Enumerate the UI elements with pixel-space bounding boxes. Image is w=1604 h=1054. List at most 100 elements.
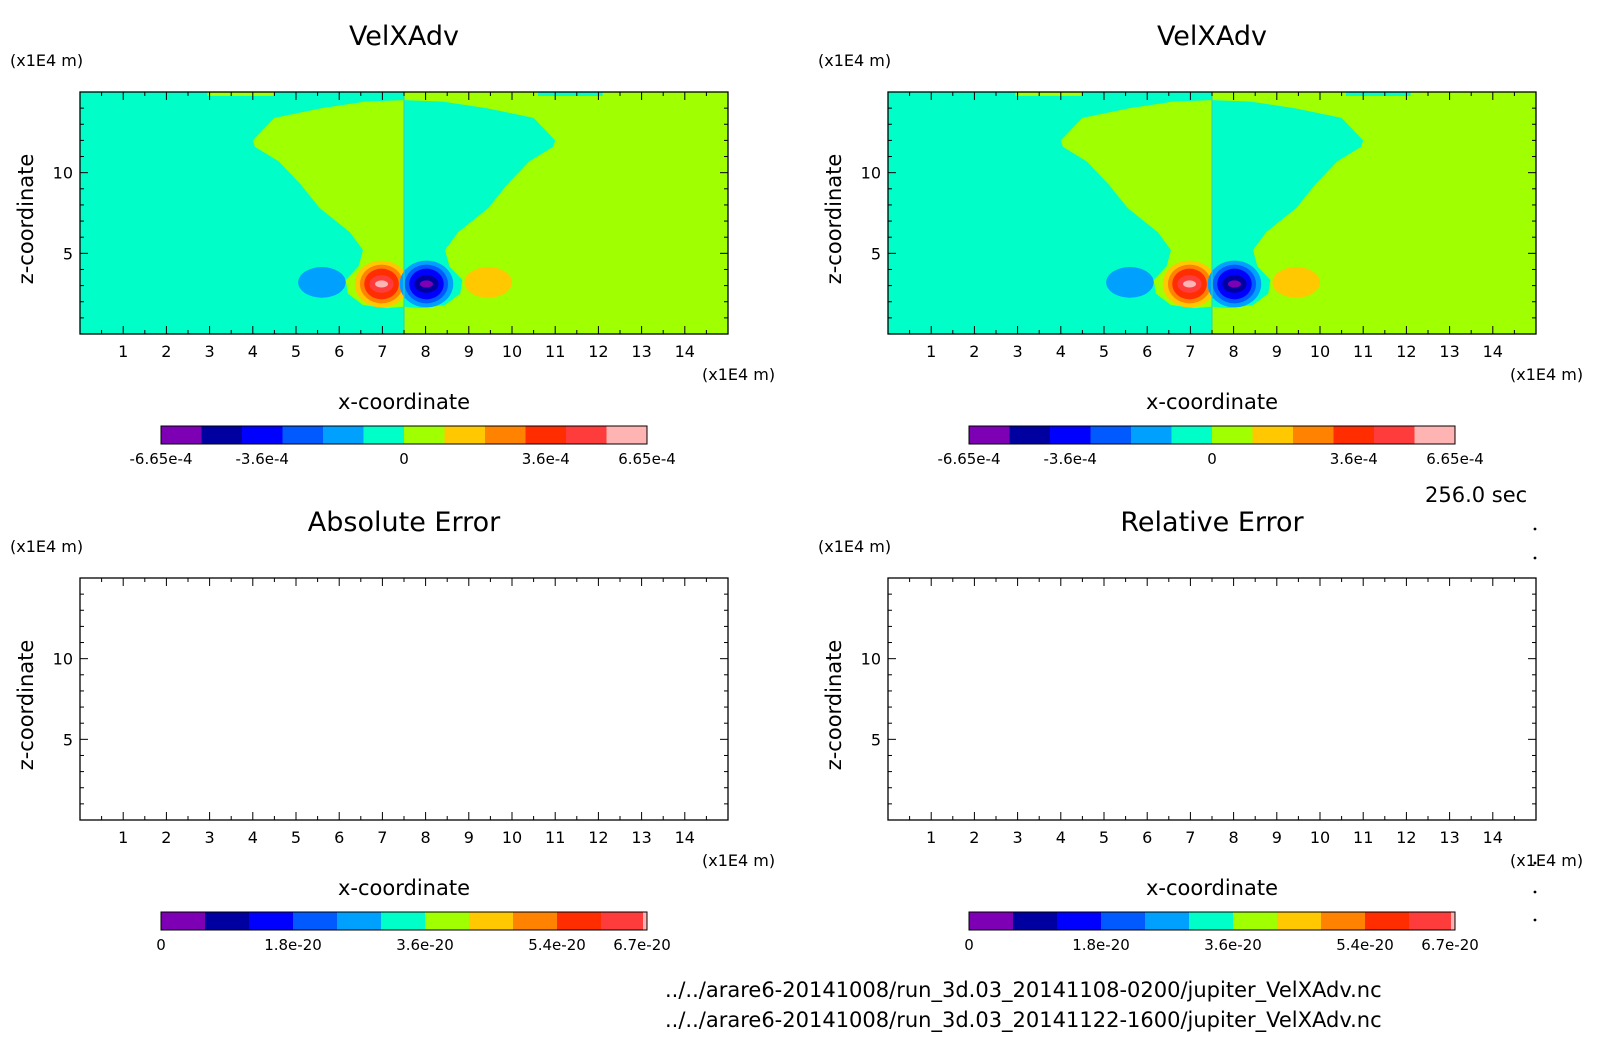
x-axis-label: x-coordinate [338, 390, 470, 414]
x-tick-label: 3 [205, 828, 215, 847]
y-tick-label: 5 [871, 244, 881, 263]
colorbar-label: 1.8e-20 [1072, 936, 1130, 954]
colorbar-label: 3.6e-20 [396, 936, 454, 954]
colorbar-swatch [444, 426, 485, 444]
colorbar-swatch [1365, 912, 1409, 930]
contour-top-strip-right [1345, 92, 1411, 96]
colorbar-swatch [1189, 912, 1233, 930]
x-tick-label: 6 [1142, 342, 1152, 361]
colorbar-swatch [282, 426, 323, 444]
x-tick-label: 10 [1310, 342, 1330, 361]
x-tick-label: 1 [118, 342, 128, 361]
colorbar-label: 5.4e-20 [1336, 936, 1394, 954]
colorbar-swatch [557, 912, 601, 930]
contour-blob-right [1272, 267, 1320, 298]
colorbar-swatch [249, 912, 293, 930]
contour-blob-right [464, 267, 512, 298]
x-tick-label: 9 [464, 342, 474, 361]
colorbar-swatch [1131, 426, 1172, 444]
colorbar-label: 0 [399, 450, 409, 468]
colorbar: -6.65e-4 -3.6e-4 0 3.6e-4 6.65e-4 [130, 425, 676, 468]
colorbar-swatch [1374, 426, 1415, 444]
x-tick-label: 4 [248, 342, 258, 361]
y-axis-unit: (x1E4 m) [10, 51, 83, 70]
x-tick-label: 3 [205, 342, 215, 361]
y-axis-unit: (x1E4 m) [818, 537, 891, 556]
x-tick-label: 12 [588, 342, 608, 361]
marker-dot [1533, 527, 1537, 531]
colorbar-swatch [1009, 426, 1050, 444]
colorbar-swatch [205, 912, 249, 930]
marker-dot [1533, 556, 1537, 560]
x-axis-label: x-coordinate [1146, 390, 1278, 414]
y-tick-label: 10 [861, 164, 881, 183]
colorbar-swatch [1414, 426, 1455, 444]
x-axis-label: x-coordinate [338, 876, 470, 900]
x-tick-label: 4 [248, 828, 258, 847]
contour-top-strip-left [1015, 92, 1083, 96]
x-tick-label: 10 [502, 342, 522, 361]
colorbar-swatch [1145, 912, 1189, 930]
x-tick-label: 13 [1439, 828, 1459, 847]
x-tick-label: 3 [1013, 828, 1023, 847]
colorbar-swatch [293, 912, 337, 930]
colorbar-swatch [425, 912, 469, 930]
x-tick-label: 12 [1396, 828, 1416, 847]
x-tick-label: 6 [334, 342, 344, 361]
x-axis-unit: (x1E4 m) [702, 851, 775, 870]
x-tick-label: 7 [377, 828, 387, 847]
colorbar-frame [968, 911, 1456, 931]
colorbar-label: 3.6e-4 [522, 450, 570, 468]
colorbar-label: 6.7e-20 [613, 936, 671, 954]
colorbar-swatch [1321, 912, 1365, 930]
y-axis-unit: (x1E4 m) [10, 537, 83, 556]
colorbar-frame [968, 425, 1456, 445]
x-tick-label: 2 [969, 828, 979, 847]
chart-title: Absolute Error [308, 507, 501, 538]
y-axis-label: z-coordinate [822, 640, 846, 771]
y-axis-unit: (x1E4 m) [818, 51, 891, 70]
marker-dot [1533, 861, 1537, 865]
x-tick-label: 9 [464, 828, 474, 847]
x-tick-label: 1 [926, 828, 936, 847]
colorbar-swatch [606, 426, 647, 444]
colorbar-swatch [1013, 912, 1057, 930]
colorbar-swatch [1277, 912, 1321, 930]
colorbar-swatch [404, 426, 445, 444]
colorbar-swatch [1171, 426, 1212, 444]
contour-field [80, 92, 728, 334]
y-tick-label: 5 [63, 730, 73, 749]
file-path-2: ../../arare6-20141008/run_3d.03_20141122… [665, 1008, 1382, 1032]
colorbar-swatch [601, 912, 643, 930]
contour-plume-right [1212, 100, 1364, 309]
colorbar-label: 0 [1207, 450, 1217, 468]
contour-plume-right [404, 100, 556, 309]
colorbar-swatch [1212, 426, 1253, 444]
colorbar-label: 3.6e-4 [1330, 450, 1378, 468]
colorbar-label: -6.65e-4 [130, 450, 193, 468]
colorbar-swatch [566, 426, 607, 444]
x-axis-label: x-coordinate [1146, 876, 1278, 900]
x-tick-label: 2 [161, 828, 171, 847]
x-tick-label: 12 [588, 828, 608, 847]
colorbar-swatch [1409, 912, 1451, 930]
contour-core-negative-5 [1227, 280, 1241, 288]
colorbar-label: 6.7e-20 [1421, 936, 1479, 954]
colorbar-swatch [525, 426, 566, 444]
colorbar-label: -3.6e-4 [236, 450, 289, 468]
y-tick-label: 10 [861, 650, 881, 669]
contour-plume-left [252, 100, 404, 309]
x-axis-unit: (x1E4 m) [702, 365, 775, 384]
colorbar-swatch [161, 426, 202, 444]
colorbar-swatch [1101, 912, 1145, 930]
x-tick-label: 7 [377, 342, 387, 361]
time-label: 256.0 sec [1425, 483, 1528, 507]
colorbar-swatch [363, 426, 404, 444]
colorbar-swatch [337, 912, 381, 930]
chart-panel-4: Relative Error(x1E4 m)(x1E4 m)1 2 3 4 5 6 7 8 9 1… [818, 507, 1583, 954]
colorbar-swatch [469, 912, 513, 930]
colorbar-swatch [1252, 426, 1293, 444]
x-tick-label: 7 [1185, 342, 1195, 361]
colorbar-swatch [1333, 426, 1374, 444]
